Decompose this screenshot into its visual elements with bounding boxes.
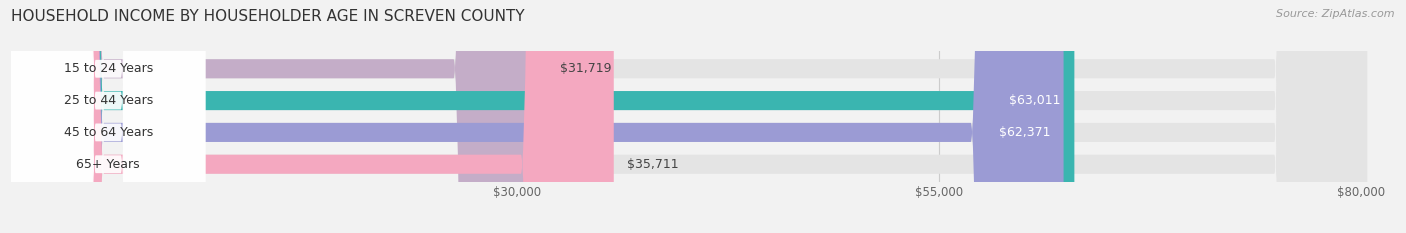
FancyBboxPatch shape bbox=[11, 0, 1367, 233]
Text: $35,711: $35,711 bbox=[627, 158, 679, 171]
FancyBboxPatch shape bbox=[11, 0, 1063, 233]
Text: $31,719: $31,719 bbox=[560, 62, 612, 75]
Text: Source: ZipAtlas.com: Source: ZipAtlas.com bbox=[1277, 9, 1395, 19]
Text: $63,011: $63,011 bbox=[1010, 94, 1062, 107]
Text: HOUSEHOLD INCOME BY HOUSEHOLDER AGE IN SCREVEN COUNTY: HOUSEHOLD INCOME BY HOUSEHOLDER AGE IN S… bbox=[11, 9, 524, 24]
Text: 25 to 44 Years: 25 to 44 Years bbox=[63, 94, 153, 107]
FancyBboxPatch shape bbox=[11, 0, 205, 233]
FancyBboxPatch shape bbox=[11, 0, 205, 233]
FancyBboxPatch shape bbox=[11, 0, 1367, 233]
FancyBboxPatch shape bbox=[11, 0, 1074, 233]
FancyBboxPatch shape bbox=[11, 0, 547, 233]
FancyBboxPatch shape bbox=[11, 0, 1367, 233]
Text: $62,371: $62,371 bbox=[998, 126, 1050, 139]
FancyBboxPatch shape bbox=[11, 0, 614, 233]
Text: 45 to 64 Years: 45 to 64 Years bbox=[63, 126, 153, 139]
Text: 65+ Years: 65+ Years bbox=[76, 158, 141, 171]
Text: 15 to 24 Years: 15 to 24 Years bbox=[63, 62, 153, 75]
FancyBboxPatch shape bbox=[11, 0, 1367, 233]
FancyBboxPatch shape bbox=[11, 0, 205, 233]
FancyBboxPatch shape bbox=[11, 0, 205, 233]
